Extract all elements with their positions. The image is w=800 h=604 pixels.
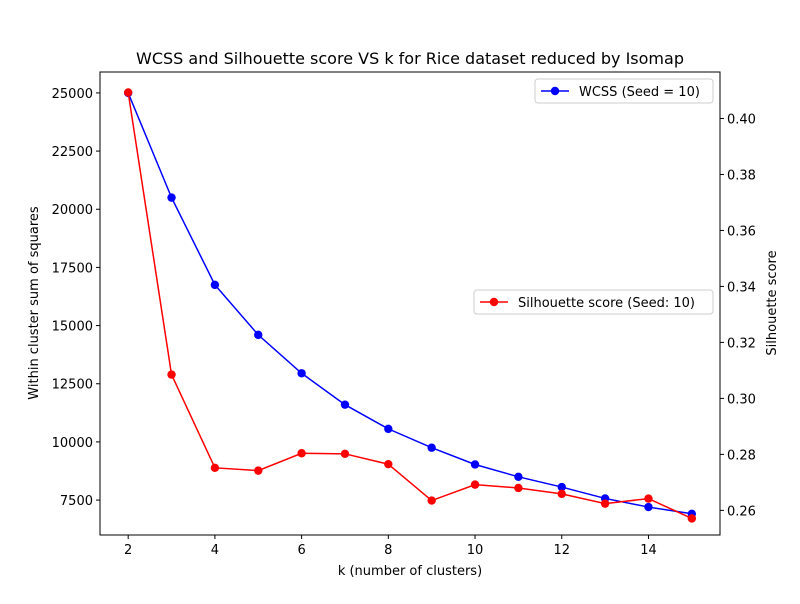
- y-right-tick-label: 0.40: [727, 112, 756, 127]
- data-point-right: [557, 489, 566, 499]
- y-right-tick-label: 0.32: [727, 336, 756, 351]
- data-point-left: [644, 502, 653, 512]
- y-right-tick-label: 0.26: [727, 504, 756, 519]
- plot-frame: [99, 71, 721, 536]
- data-point-left: [210, 280, 220, 290]
- data-point-right: [210, 463, 220, 473]
- data-point-left: [557, 482, 566, 492]
- series-line-left: [127, 92, 692, 515]
- y-left-tick-label: 7500: [60, 494, 93, 509]
- data-point-right: [297, 449, 306, 458]
- legend-label: WCSS (Seed = 10): [579, 85, 700, 100]
- chart-title: WCSS and Silhouette score VS k for Rice …: [136, 49, 684, 68]
- data-point-right: [600, 499, 610, 508]
- y-left-tick-label: 20000: [52, 203, 93, 218]
- x-tick-label: 4: [211, 543, 219, 558]
- legend-wcss: WCSS (Seed = 10): [534, 78, 714, 104]
- legend-box: [473, 289, 714, 315]
- y-left-tick-label: 15000: [52, 320, 93, 335]
- data-point-right: [340, 449, 350, 459]
- x-tick-label: 12: [553, 543, 570, 558]
- legend-marker-swatch: [489, 297, 499, 307]
- series-line-right: [127, 92, 693, 520]
- y-right-tick-label: 0.36: [727, 224, 756, 239]
- data-point-left: [514, 472, 523, 482]
- y-right-tick-label: 0.30: [727, 392, 756, 407]
- y-left-tick-label: 17500: [52, 261, 93, 276]
- legend-silhouette: Silhouette score (Seed: 10): [473, 289, 714, 315]
- x-axis-label: k (number of clusters): [338, 564, 482, 579]
- legend-marker-swatch: [550, 86, 560, 96]
- y-right-tick-label: 0.28: [727, 448, 756, 463]
- data-point-left: [340, 400, 350, 409]
- data-point-right: [384, 459, 393, 469]
- x-tick-label: 2: [124, 543, 132, 558]
- x-tick-label: 8: [384, 543, 392, 558]
- data-point-right: [470, 480, 480, 489]
- data-point-right: [254, 466, 263, 475]
- y-left-tick-label: 25000: [52, 87, 93, 102]
- data-point-right: [167, 370, 176, 379]
- data-point-right: [123, 88, 133, 97]
- x-tick-label: 14: [640, 543, 657, 558]
- data-point-right: [687, 514, 697, 523]
- x-tick-label: 6: [297, 543, 305, 558]
- data-point-right: [644, 494, 653, 503]
- y-right-axis-label: Silhouette score: [765, 250, 780, 355]
- data-point-left: [427, 443, 436, 452]
- y-left-tick-label: 12500: [52, 378, 93, 393]
- data-point-left: [167, 193, 176, 202]
- data-point-right: [514, 483, 523, 493]
- legend-box: [534, 78, 714, 104]
- y-left-axis-label: Within cluster sum of squares: [27, 206, 42, 400]
- y-right-tick-label: 0.34: [727, 280, 756, 295]
- y-left-tick-label: 10000: [52, 436, 93, 451]
- data-point-left: [384, 424, 393, 434]
- data-point-right: [427, 496, 436, 505]
- data-point-left: [470, 460, 480, 469]
- legend-label: Silhouette score (Seed: 10): [518, 296, 695, 311]
- y-right-tick-label: 0.38: [727, 168, 756, 183]
- data-point-left: [297, 369, 306, 378]
- data-point-left: [254, 330, 263, 340]
- y-left-tick-label: 22500: [52, 145, 93, 160]
- x-tick-label: 10: [467, 543, 484, 558]
